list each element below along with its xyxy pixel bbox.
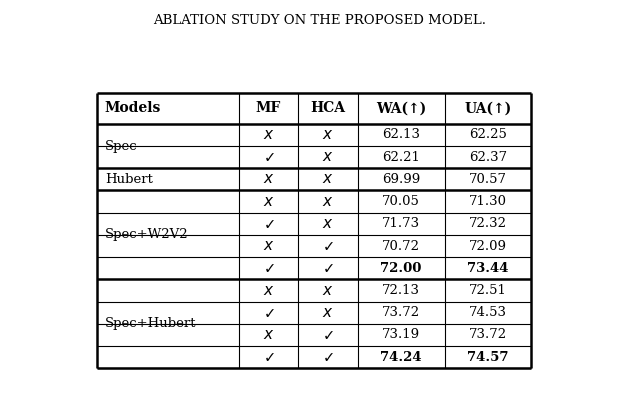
- Text: 70.57: 70.57: [469, 173, 507, 186]
- Text: $\checkmark$: $\checkmark$: [262, 350, 275, 364]
- Text: $\checkmark$: $\checkmark$: [262, 261, 275, 275]
- Text: 73.19: 73.19: [382, 328, 420, 342]
- Text: $\it{x}$: $\it{x}$: [322, 217, 334, 231]
- Text: Models: Models: [105, 101, 161, 115]
- Text: $\checkmark$: $\checkmark$: [262, 217, 275, 231]
- Text: 74.53: 74.53: [469, 306, 507, 319]
- Text: 72.51: 72.51: [469, 284, 507, 297]
- Text: 71.30: 71.30: [469, 195, 507, 208]
- Text: $\checkmark$: $\checkmark$: [322, 328, 334, 342]
- Text: $\it{x}$: $\it{x}$: [322, 306, 334, 320]
- Text: $\it{x}$: $\it{x}$: [322, 128, 334, 142]
- Text: 62.25: 62.25: [469, 128, 507, 142]
- Text: $\it{x}$: $\it{x}$: [322, 194, 334, 209]
- Text: 71.73: 71.73: [382, 217, 420, 230]
- Text: $\it{x}$: $\it{x}$: [262, 284, 275, 298]
- Text: 62.13: 62.13: [382, 128, 420, 142]
- Text: MF: MF: [256, 101, 281, 115]
- Text: 72.13: 72.13: [382, 284, 420, 297]
- Text: 62.21: 62.21: [382, 151, 420, 164]
- Text: 73.72: 73.72: [382, 306, 420, 319]
- Text: UA(↑): UA(↑): [465, 101, 511, 115]
- Text: 70.05: 70.05: [382, 195, 420, 208]
- Text: $\it{x}$: $\it{x}$: [322, 284, 334, 298]
- Text: $\it{x}$: $\it{x}$: [262, 239, 275, 253]
- Text: 72.32: 72.32: [469, 217, 507, 230]
- Text: 70.72: 70.72: [382, 239, 420, 253]
- Text: $\it{x}$: $\it{x}$: [262, 328, 275, 342]
- Text: $\checkmark$: $\checkmark$: [322, 261, 334, 275]
- Text: 62.37: 62.37: [469, 151, 507, 164]
- Text: 73.44: 73.44: [467, 262, 509, 275]
- Text: 74.24: 74.24: [380, 351, 422, 364]
- Text: $\checkmark$: $\checkmark$: [322, 239, 334, 253]
- Text: $\checkmark$: $\checkmark$: [262, 306, 275, 320]
- Text: 73.72: 73.72: [469, 328, 507, 342]
- Text: 74.57: 74.57: [467, 351, 509, 364]
- Text: 72.00: 72.00: [380, 262, 422, 275]
- Text: $\it{x}$: $\it{x}$: [262, 128, 275, 142]
- Text: $\it{x}$: $\it{x}$: [262, 172, 275, 186]
- Text: Spec+W2V2: Spec+W2V2: [105, 229, 188, 241]
- Text: Spec+Hubert: Spec+Hubert: [105, 317, 196, 330]
- Text: WA(↑): WA(↑): [376, 101, 426, 115]
- Text: $\it{x}$: $\it{x}$: [262, 194, 275, 209]
- Text: $\checkmark$: $\checkmark$: [322, 350, 334, 364]
- Text: HCA: HCA: [310, 101, 346, 115]
- Text: 69.99: 69.99: [382, 173, 420, 186]
- Text: $\it{x}$: $\it{x}$: [322, 150, 334, 164]
- Text: $\checkmark$: $\checkmark$: [262, 150, 275, 164]
- Text: 72.09: 72.09: [469, 239, 507, 253]
- Text: Hubert: Hubert: [105, 173, 153, 186]
- Text: Spec: Spec: [105, 140, 138, 152]
- Text: $\it{x}$: $\it{x}$: [322, 172, 334, 186]
- Text: ABLATION STUDY ON THE PROPOSED MODEL.: ABLATION STUDY ON THE PROPOSED MODEL.: [154, 14, 486, 27]
